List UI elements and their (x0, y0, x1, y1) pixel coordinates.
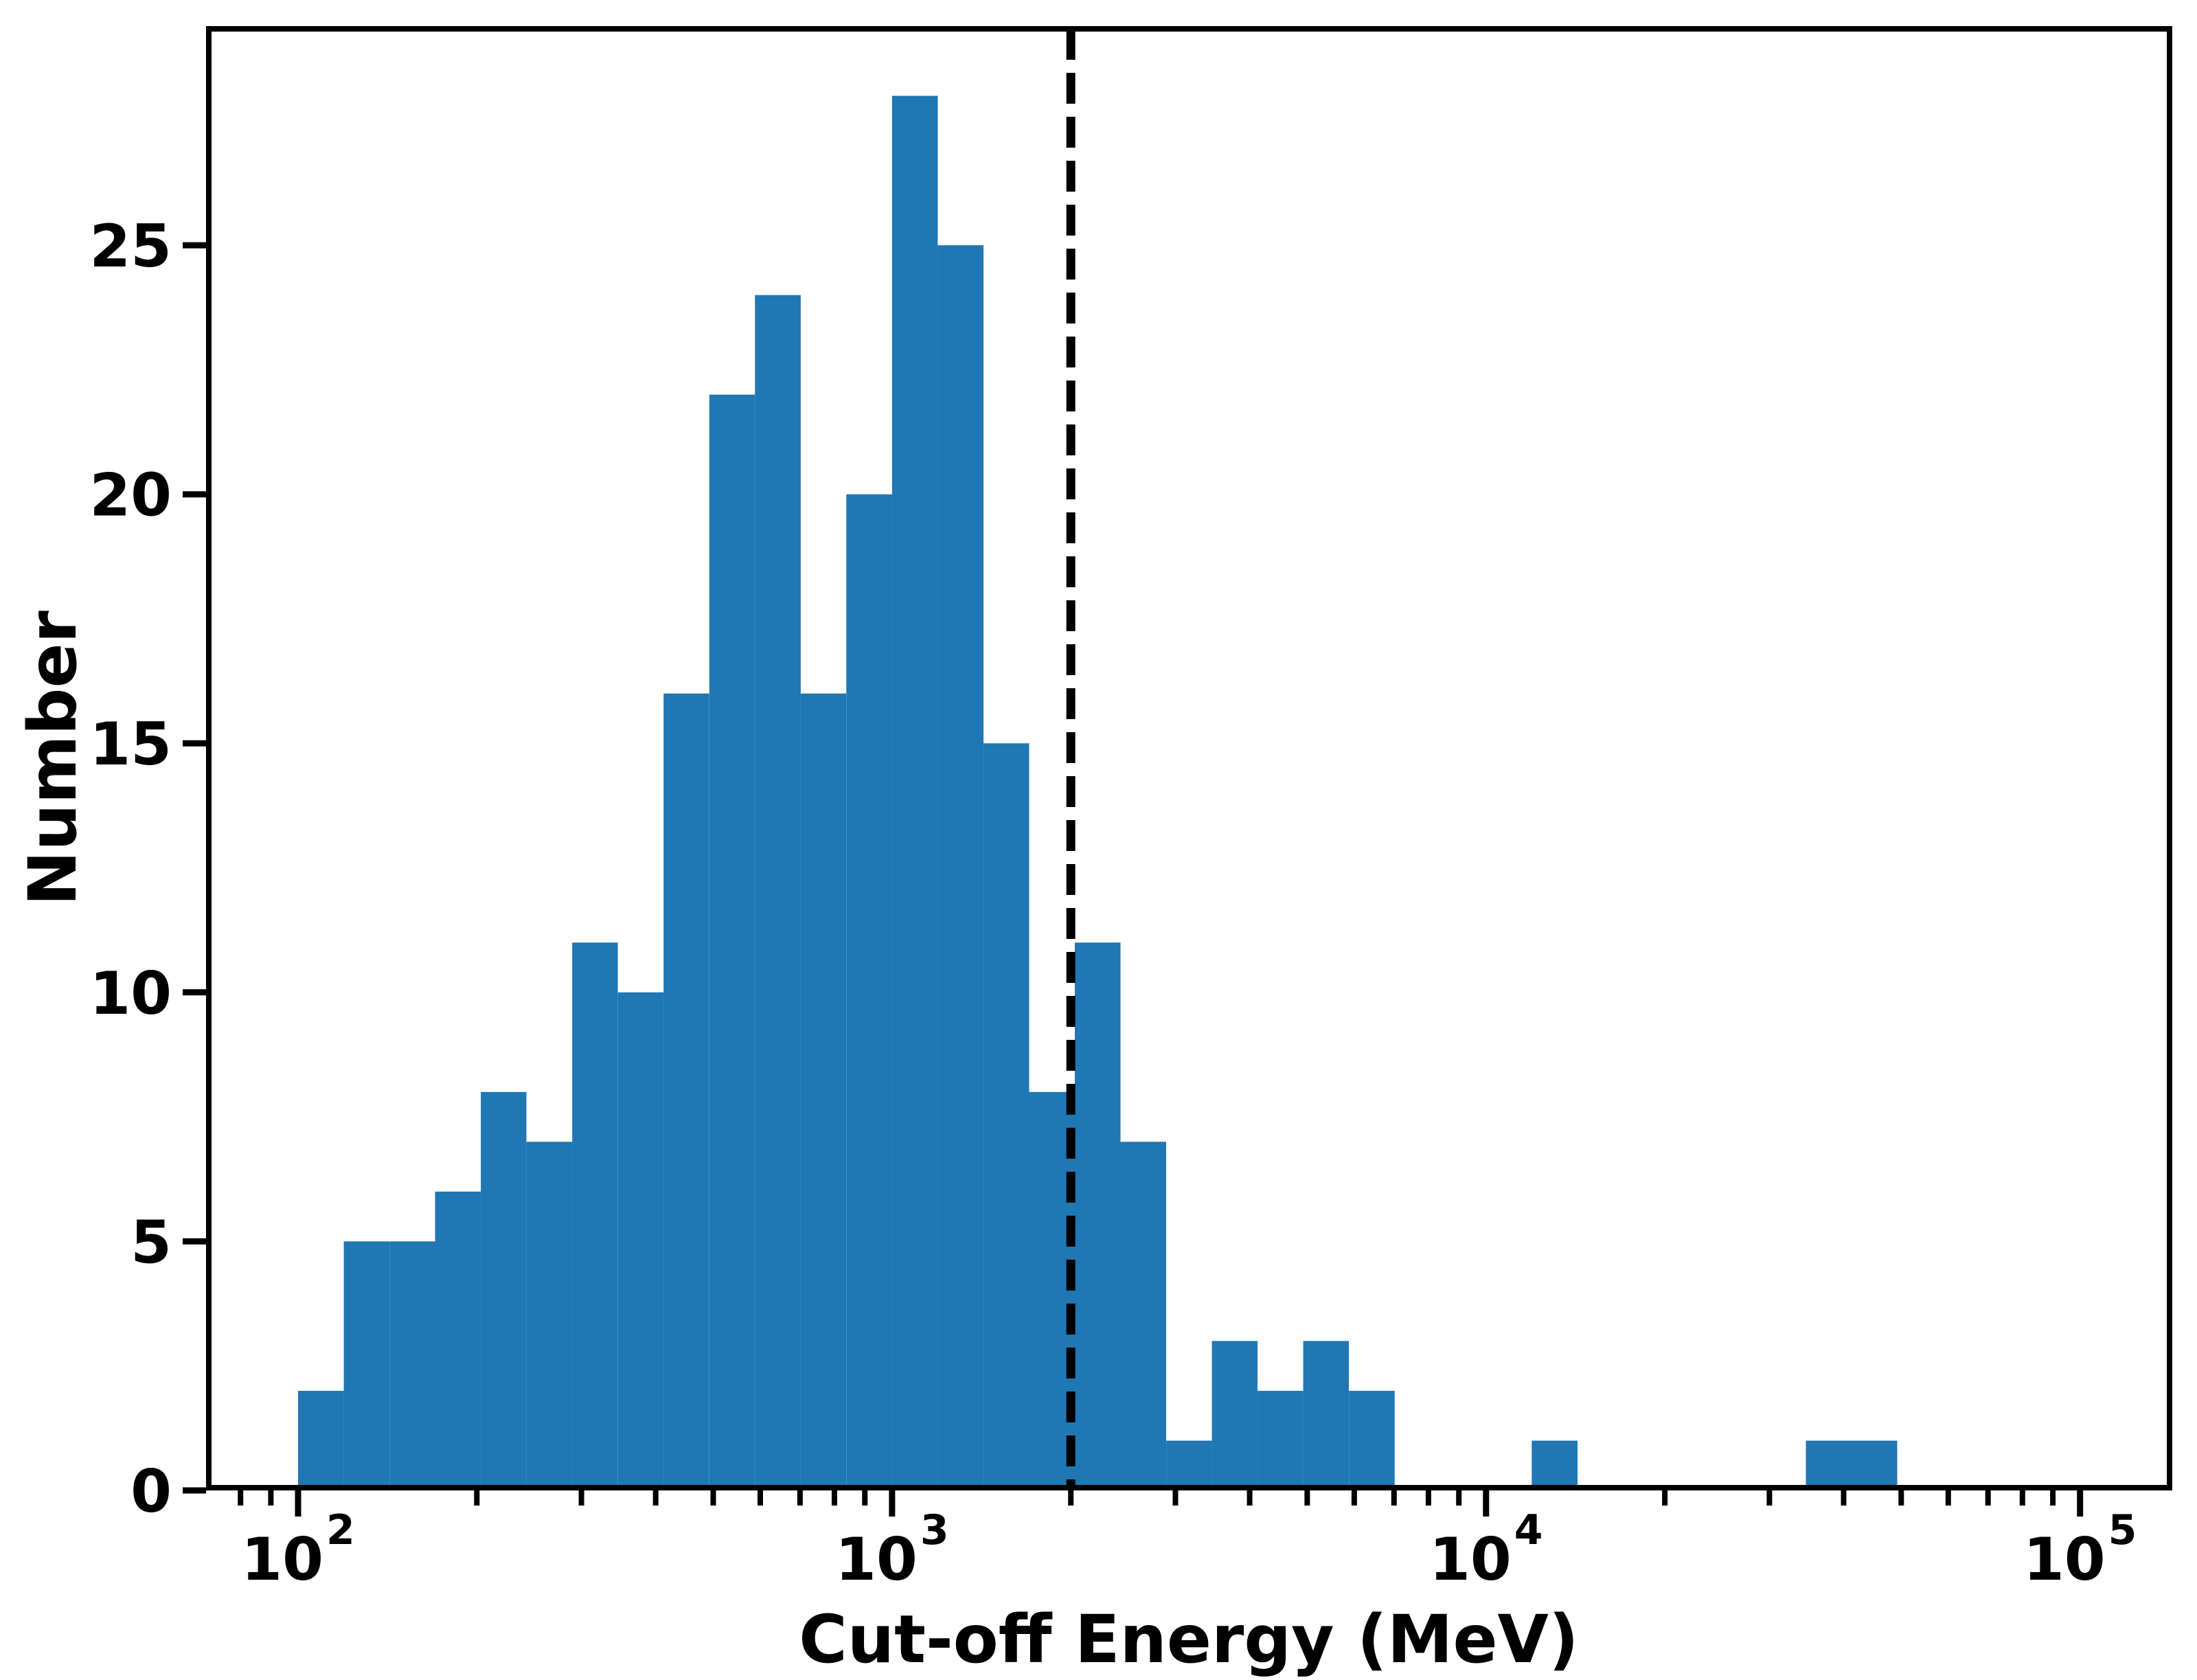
histogram-bar (481, 1091, 527, 1490)
histogram-bar (1211, 1341, 1258, 1490)
histogram-bar (1532, 1440, 1578, 1490)
x-tick-label: 103 (835, 1506, 948, 1594)
histogram-bar (709, 394, 755, 1490)
y-tick-label: 10 (89, 960, 172, 1028)
x-ticks-layer (238, 1490, 2084, 1517)
histogram-bar (1349, 1391, 1395, 1490)
histogram-bar (343, 1241, 390, 1490)
axes-frame (206, 26, 2172, 1490)
histogram-bar (526, 1142, 573, 1490)
histogram-bar (1075, 942, 1121, 1490)
histogram-bar (617, 992, 664, 1490)
y-axis-label: Number (14, 610, 91, 906)
histogram-bar (435, 1191, 481, 1490)
x-tick-labels-layer: 102 103 104 105 (241, 1506, 2137, 1594)
histogram-bar (983, 743, 1029, 1490)
histogram-bar (298, 1391, 344, 1490)
y-tick-label: 5 (130, 1208, 172, 1277)
histogram-bar (1303, 1341, 1350, 1490)
axes-frame-layer (206, 26, 2172, 1490)
x-tick-label: 104 (1429, 1506, 1543, 1594)
histogram-bar (1166, 1440, 1212, 1490)
histogram-bar (1806, 1440, 1852, 1490)
y-tick-label: 15 (89, 710, 172, 779)
bars-layer (298, 95, 1898, 1491)
histogram-bar (891, 95, 938, 1490)
histogram-bar (1257, 1391, 1304, 1490)
y-ticks-layer (183, 242, 206, 1494)
histogram-bar (663, 693, 709, 1491)
histogram-bar (389, 1241, 435, 1490)
histogram-bar (572, 942, 618, 1490)
histogram-bar (755, 295, 801, 1491)
histogram-bar (1852, 1440, 1898, 1490)
y-tick-labels-layer: 0 5 10 15 20 25 (89, 212, 172, 1526)
x-axis-label: Cut-off Energy (MeV) (799, 1601, 1578, 1678)
histogram-bar (800, 693, 847, 1491)
x-tick-label: 105 (2023, 1506, 2137, 1594)
histogram-bar (1120, 1142, 1166, 1490)
y-tick-label: 20 (89, 462, 172, 530)
y-tick-label: 0 (130, 1457, 172, 1526)
y-tick-label: 25 (89, 212, 172, 281)
x-tick-label: 102 (241, 1506, 354, 1594)
histogram-bar (937, 245, 984, 1491)
histogram-bar (846, 494, 892, 1491)
